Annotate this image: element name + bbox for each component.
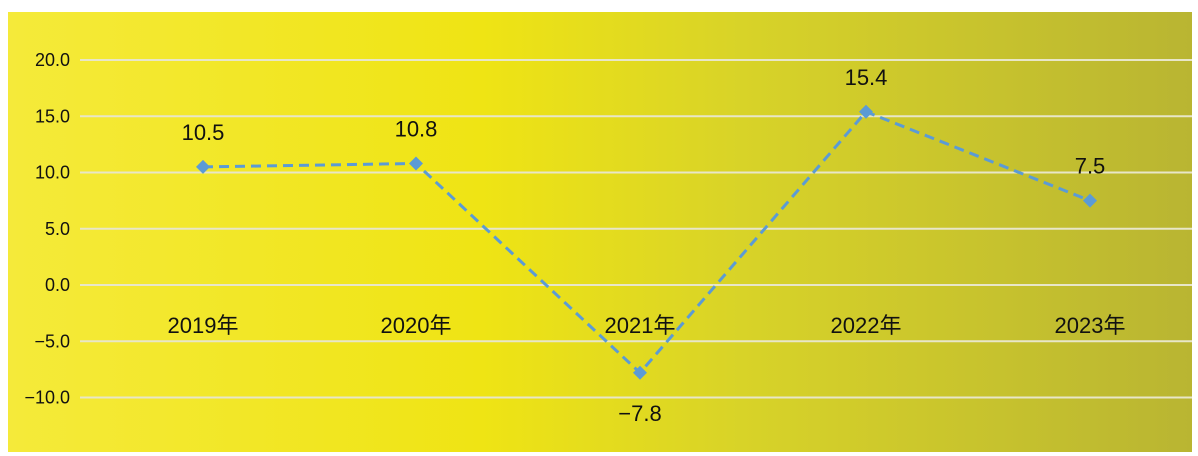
x-category-label: 2021年 [605, 313, 676, 338]
data-label: 7.5 [1075, 154, 1106, 179]
x-axis-category-labels: 2019年 2020年 2021年 2022年 2023年 [168, 313, 1126, 338]
data-label: 15.4 [845, 65, 888, 90]
y-tick-label: 0.0 [45, 275, 70, 295]
data-label: 10.8 [395, 117, 438, 142]
data-point-markers [196, 104, 1097, 380]
data-point-marker [409, 156, 423, 171]
data-point-marker [1083, 193, 1097, 208]
y-tick-label: 20.0 [35, 50, 70, 70]
y-tick-label: 5.0 [45, 219, 70, 239]
gridlines [80, 59, 1192, 399]
y-tick-label: 10.0 [35, 163, 70, 183]
data-point-marker [196, 159, 210, 174]
chart-background [8, 12, 1192, 452]
y-tick-label: 15.0 [35, 106, 70, 126]
y-axis-tick-labels: 20.0 15.0 10.0 5.0 0.0 −5.0 −10.0 [24, 50, 70, 408]
y-tick-label: −5.0 [34, 331, 70, 351]
y-tick-label: −10.0 [24, 388, 70, 408]
data-point-marker [633, 365, 647, 380]
x-category-label: 2023年 [1055, 313, 1126, 338]
data-point-marker [859, 104, 873, 119]
data-labels: 10.5 10.8 −7.8 15.4 7.5 [182, 65, 1106, 426]
data-label: 10.5 [182, 120, 225, 145]
x-category-label: 2022年 [831, 313, 902, 338]
data-label: −7.8 [618, 401, 661, 426]
x-category-label: 2019年 [168, 313, 239, 338]
x-category-label: 2020年 [381, 313, 452, 338]
